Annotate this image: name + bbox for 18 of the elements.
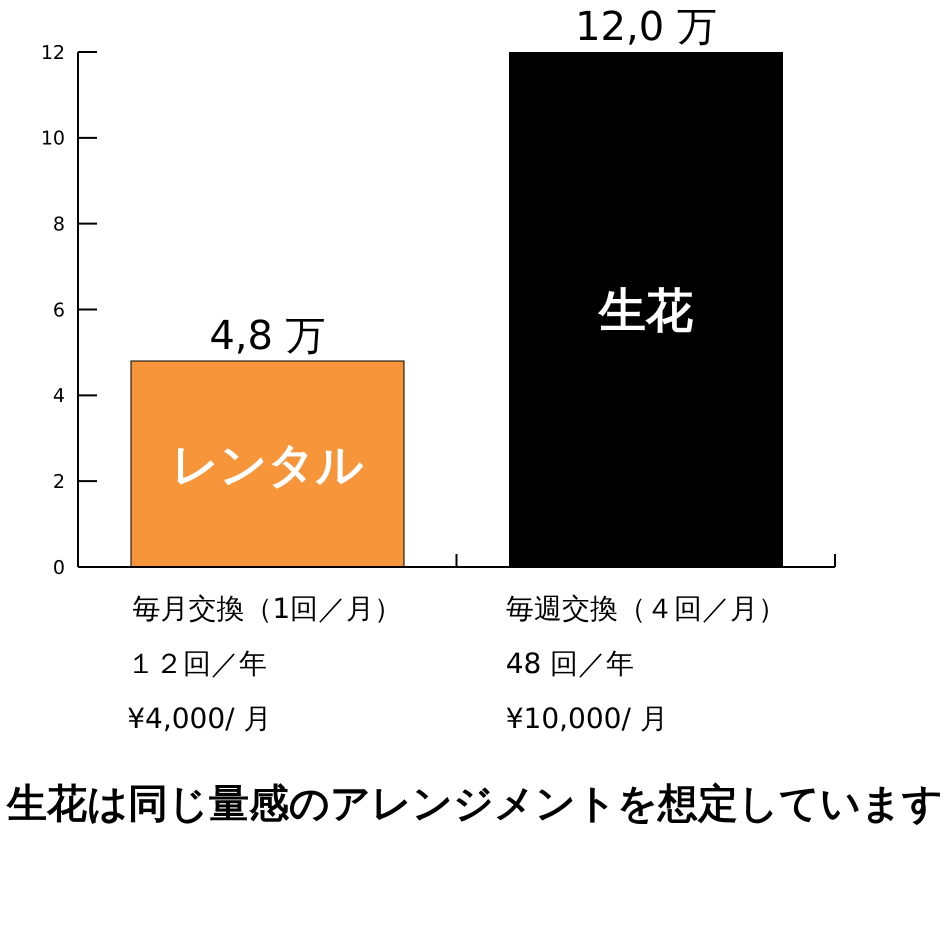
data-label: 12,0 万 — [575, 4, 717, 50]
x-tick-label: 毎週交換（４回／月） — [506, 592, 786, 625]
x-tick-label: 毎月交換（1回／月） — [132, 592, 402, 625]
y-tick-label: 10 — [40, 128, 65, 150]
y-tick-label: 6 — [52, 299, 65, 322]
y-tick-label: 4 — [52, 385, 65, 408]
legend-label: レンタル — [171, 438, 364, 493]
y-tick-label: 8 — [52, 214, 65, 236]
y-tick-label: 2 — [52, 471, 65, 494]
y-tick-label: 12 — [40, 42, 65, 64]
series-label: 生花 — [596, 283, 693, 338]
text: 生花は同じ量感のアレンジメントを想定しています — [5, 780, 944, 829]
text: ¥10,000/ 月 — [506, 702, 668, 735]
text: 48 回／年 — [506, 647, 634, 680]
data-label: 4,8 万 — [209, 313, 326, 359]
y-tick-label: 0 — [52, 556, 65, 579]
text: １２回／年 — [127, 647, 268, 680]
text: ¥4,000/ 月 — [127, 702, 272, 735]
